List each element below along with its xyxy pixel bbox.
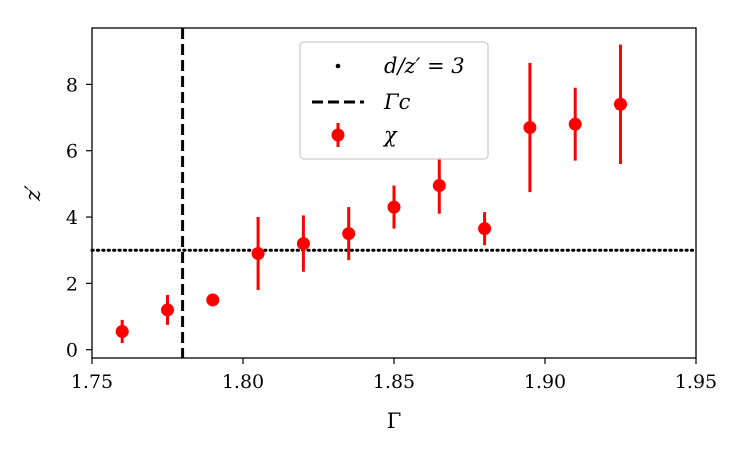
x-axis-label: Γ xyxy=(387,409,402,433)
y-tick-label: 4 xyxy=(66,207,78,229)
legend-label: d/z′ = 3 xyxy=(384,54,465,78)
x-tick-label: 1.75 xyxy=(71,371,113,393)
y-tick-label: 6 xyxy=(66,141,78,163)
data-point xyxy=(251,247,265,261)
data-point xyxy=(614,97,627,111)
data-point xyxy=(296,237,310,251)
data-point xyxy=(206,293,220,307)
legend-label: χ xyxy=(382,123,398,147)
data-point xyxy=(115,324,129,338)
x-tick-label: 1.90 xyxy=(524,371,566,393)
y-tick-label: 2 xyxy=(66,273,78,295)
y-tick-label: 0 xyxy=(66,340,78,362)
x-tick-label: 1.80 xyxy=(222,371,264,393)
legend-box xyxy=(299,41,489,160)
legend-marker-dotted xyxy=(335,63,341,69)
data-point xyxy=(478,222,492,236)
x-tick-label: 1.85 xyxy=(373,371,415,393)
data-point xyxy=(387,200,401,214)
x-tick-label: 1.95 xyxy=(675,371,717,393)
data-point xyxy=(342,227,356,241)
data-point xyxy=(568,117,582,131)
y-tick-label: 8 xyxy=(66,74,78,96)
legend: d/z′ = 3 Γc χ xyxy=(299,41,489,160)
data-point xyxy=(523,120,537,134)
plot-area xyxy=(90,28,698,358)
data-point xyxy=(432,179,446,193)
legend-label: Γc xyxy=(383,90,411,114)
legend-marker-point xyxy=(331,128,345,142)
ticks: 1.75 1.80 1.85 1.90 1.95 0 2 4 6 8 xyxy=(66,74,717,393)
y-axis-label: z′ xyxy=(21,185,45,202)
data-point xyxy=(161,303,174,317)
